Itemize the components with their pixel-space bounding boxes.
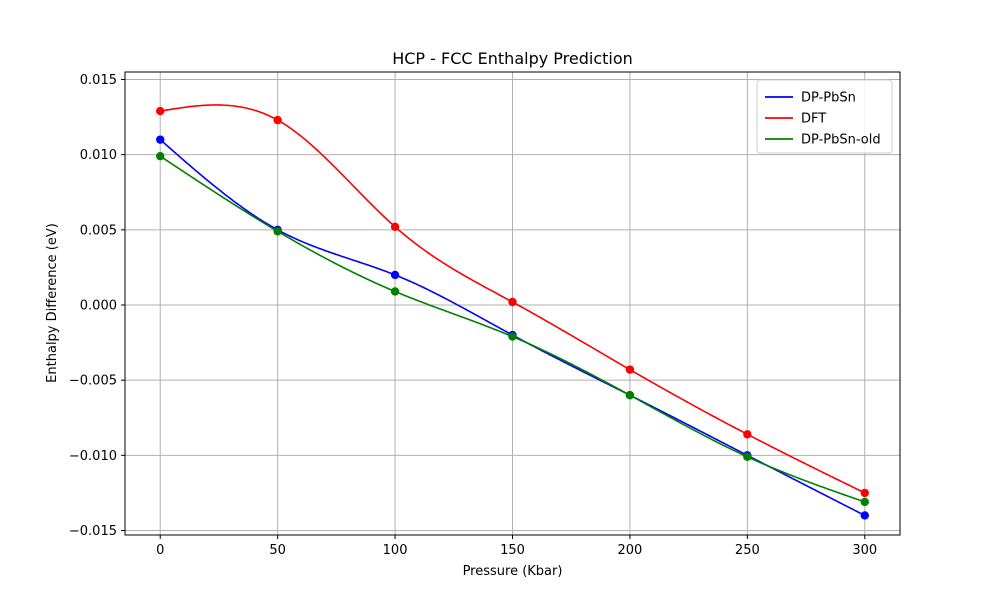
data-point [390, 222, 400, 232]
data-point [860, 511, 869, 520]
data-point [390, 287, 400, 296]
y-tick-label: −0.010 [69, 449, 117, 464]
series-layer [156, 104, 869, 520]
data-point [273, 227, 282, 236]
data-point [156, 106, 165, 116]
series-dp-pbsn-old [156, 151, 869, 507]
data-point [860, 497, 869, 507]
data-point [625, 390, 635, 400]
data-point [743, 452, 752, 462]
ticks: 0 50 100 150 200 250 300 −0.015 −0.010 −0.005 0.00… [69, 73, 877, 558]
y-tick-label: 0.010 [80, 148, 117, 163]
x-tick-label: 300 [852, 543, 877, 558]
data-point [390, 270, 400, 280]
data-point [625, 365, 635, 374]
y-axis-title: Enthalpy Difference (eV) [45, 223, 60, 383]
chart-title: HCP - FCC Enthalpy Prediction [392, 49, 633, 68]
data-point [508, 332, 517, 341]
series-dft [156, 104, 869, 498]
y-tick-label: 0.005 [80, 223, 117, 238]
legend-label: DP-PbSn-old [801, 133, 881, 148]
data-point [156, 135, 165, 144]
x-tick-label: 50 [269, 543, 286, 558]
data-point [273, 115, 282, 125]
x-tick-label: 100 [383, 543, 408, 558]
legend-label: DP-PbSn [801, 91, 856, 106]
y-tick-label: −0.005 [69, 374, 117, 389]
legend-label: DFT [801, 112, 826, 127]
y-tick-label: 0.000 [80, 299, 117, 314]
x-tick-label: 150 [500, 543, 525, 558]
x-tick-label: 200 [618, 543, 643, 558]
x-tick-label: 0 [156, 543, 164, 558]
x-tick-label: 250 [735, 543, 760, 558]
y-tick-label: −0.015 [69, 524, 117, 539]
y-tick-label: 0.015 [80, 73, 117, 88]
data-point [860, 488, 869, 498]
data-point [508, 297, 517, 307]
legend-box [756, 79, 893, 154]
data-point [156, 151, 165, 161]
data-point [743, 430, 752, 439]
legend: DP-PbSn DFT DP-PbSn-old [756, 79, 893, 154]
x-axis-title: Pressure (Kbar) [463, 564, 563, 579]
